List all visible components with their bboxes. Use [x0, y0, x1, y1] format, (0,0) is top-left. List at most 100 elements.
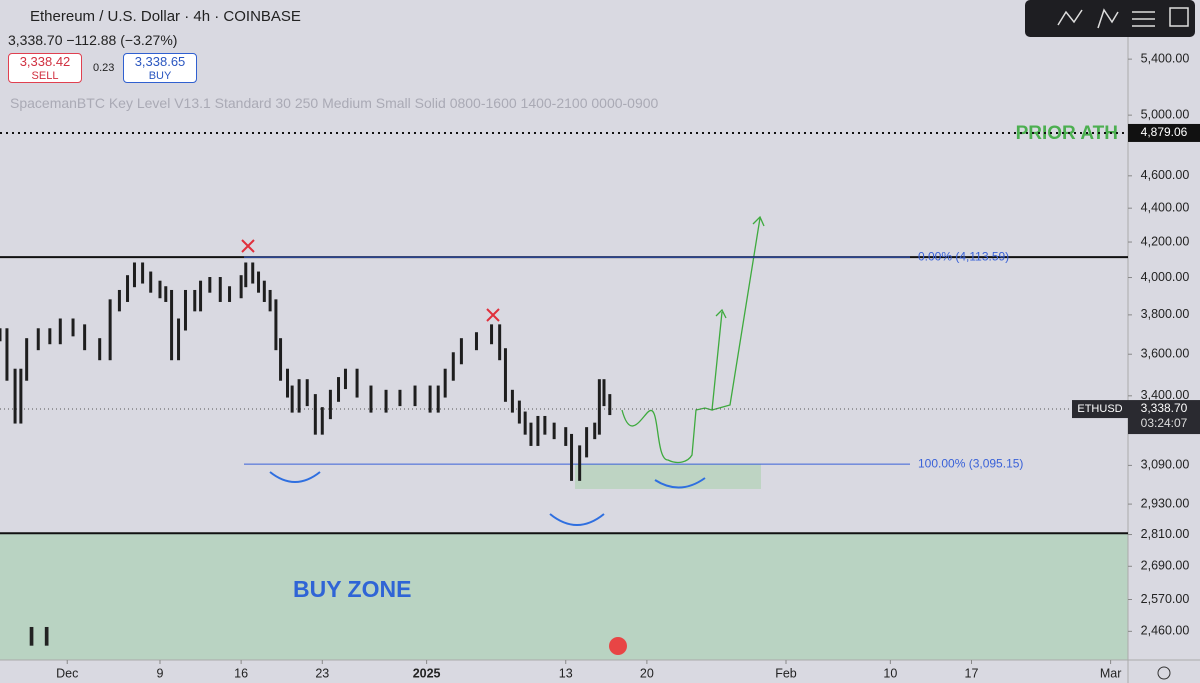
x-tick-label: 13 [559, 666, 573, 680]
x-tick-label: 16 [234, 666, 248, 680]
projection [621, 215, 765, 464]
x-tick-label: 9 [157, 666, 164, 680]
candle [498, 324, 502, 361]
y-tick-label: 4,400.00 [1141, 200, 1190, 214]
candle [337, 377, 341, 402]
symbol-label: ETHUSD [1077, 403, 1122, 415]
candle [108, 299, 112, 361]
candle [503, 348, 507, 402]
x-tick-label: 23 [315, 666, 329, 680]
candle [262, 280, 266, 302]
y-tick-label: 2,690.00 [1141, 559, 1190, 573]
candle [529, 422, 533, 446]
toolbar-icons [1057, 7, 1189, 29]
spread: 0.23 [93, 62, 115, 74]
candle [257, 271, 261, 293]
x-tick-label: 2025 [413, 666, 441, 680]
candle [313, 394, 317, 435]
candle [585, 427, 589, 458]
y-tick-label: 4,200.00 [1141, 234, 1190, 248]
candle [328, 389, 332, 420]
candle [141, 262, 145, 284]
candle [536, 415, 540, 446]
candle [602, 379, 606, 407]
countdown: 03:24:07 [1141, 416, 1188, 430]
candle [58, 318, 62, 345]
y-tick-label: 2,930.00 [1141, 496, 1190, 510]
candle [384, 389, 388, 413]
candle [117, 289, 121, 312]
candle [25, 338, 29, 381]
candle [126, 275, 130, 302]
candle [5, 328, 9, 381]
candle [199, 280, 203, 312]
candle [564, 427, 568, 446]
candle [71, 318, 75, 337]
event-icon[interactable] [609, 637, 627, 655]
y-tick-label: 3,800.00 [1141, 307, 1190, 321]
candle [459, 338, 463, 365]
indicator-legend: SpacemanBTC Key Level V13.1 Standard 30 … [10, 95, 659, 111]
y-tick-label: 3,400.00 [1141, 388, 1190, 402]
candle [193, 289, 197, 312]
fib-label: 0.00% (4,113.59) [918, 249, 1009, 263]
buy-button[interactable]: BUY [148, 70, 172, 82]
candle [474, 332, 478, 351]
candle [279, 338, 283, 381]
candle [608, 394, 612, 416]
candle [428, 385, 432, 413]
candle [517, 400, 521, 424]
candle [251, 262, 255, 284]
candle [369, 385, 373, 413]
high-markers [241, 239, 500, 322]
candle [149, 271, 153, 293]
candle [228, 286, 232, 302]
y-tick-label: 2,810.00 [1141, 527, 1190, 541]
arcs [269, 471, 706, 526]
tv-logo: ❙❙ [24, 625, 54, 646]
candle [552, 422, 556, 440]
candle [268, 289, 272, 312]
sell-price[interactable]: 3,338.42 [19, 54, 71, 69]
y-tick-label: 5,400.00 [1141, 51, 1190, 65]
y-tick-label: 2,570.00 [1141, 592, 1190, 606]
candle [274, 299, 278, 351]
candle [523, 411, 527, 435]
candle [543, 415, 547, 435]
x-tick-label: 20 [640, 666, 654, 680]
candle [593, 422, 597, 440]
candle [170, 289, 174, 361]
x-tick-label: Feb [775, 666, 797, 680]
candle [13, 368, 17, 424]
candle [510, 389, 514, 413]
candle [570, 433, 574, 481]
candle [398, 389, 402, 407]
y-tick-label: 4,000.00 [1141, 270, 1190, 284]
y-tick-label: 3,600.00 [1141, 347, 1190, 361]
symbol-title: Ethereum / U.S. Dollar · 4h · COINBASE [30, 8, 301, 25]
candle [83, 324, 87, 351]
last-price: 3,338.70 [1141, 401, 1188, 415]
candle [597, 379, 601, 435]
settings-icon[interactable] [1157, 666, 1171, 680]
candle [36, 328, 40, 351]
ath-tag [1128, 123, 1200, 142]
y-tick-label: 5,000.00 [1141, 107, 1190, 121]
candle [290, 385, 294, 413]
candle [218, 277, 222, 302]
buy-price[interactable]: 3,338.65 [134, 54, 186, 69]
candle [297, 379, 301, 413]
x-tick-label: 17 [965, 666, 979, 680]
candle [164, 286, 168, 302]
x-tick-label: Mar [1100, 666, 1122, 680]
x-tick-label: Dec [56, 666, 78, 680]
buy-zone-label: BUY ZONE [293, 576, 411, 602]
prior-ath-label: PRIOR ATH [1016, 123, 1118, 144]
sell-button[interactable]: SELL [31, 70, 59, 82]
symbol-tag [1072, 400, 1128, 419]
y-tick-label: 3,090.00 [1141, 458, 1190, 472]
candle [490, 324, 494, 345]
candle [578, 445, 582, 481]
